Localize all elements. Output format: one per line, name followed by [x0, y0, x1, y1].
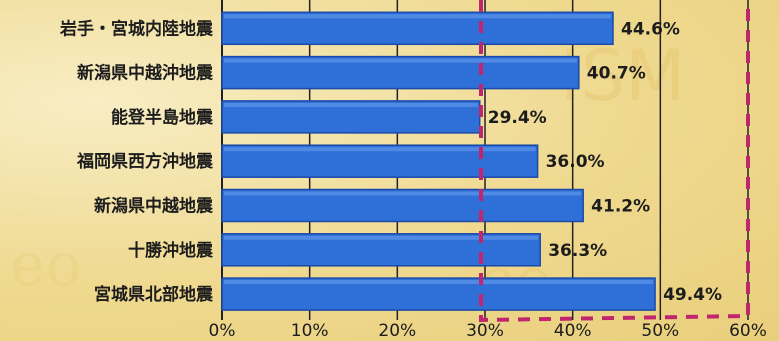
x-tick-label: 0%: [209, 321, 236, 341]
data-label: 36.0%: [546, 152, 605, 172]
highlight-frame: [479, 0, 750, 323]
category-label: 福岡県西方沖地震: [76, 151, 214, 172]
x-tick-label: 50%: [641, 321, 679, 341]
category-label: 十勝沖地震: [128, 240, 214, 261]
data-label: 36.3%: [548, 241, 607, 261]
svg-text:ISM: ISM: [560, 35, 685, 117]
x-tick-label: 10%: [291, 321, 329, 341]
data-label: 44.6%: [621, 19, 680, 39]
category-label: 岩手・宮城内陸地震: [59, 18, 214, 39]
bar-highlight: [224, 58, 577, 63]
data-label: 49.4%: [663, 285, 722, 305]
svg-text:eo: eo: [10, 230, 82, 300]
data-label: 41.2%: [591, 197, 650, 217]
bar-highlight: [224, 235, 539, 240]
category-label: 能登半島地震: [111, 107, 214, 128]
bar-highlight: [224, 102, 478, 107]
category-label: 新潟県中越地震: [94, 196, 214, 217]
data-label: 40.7%: [587, 64, 646, 84]
bar-highlight: [224, 14, 611, 19]
data-label: 29.4%: [488, 108, 547, 128]
bar-highlight: [224, 191, 582, 196]
x-tick-label: 60%: [729, 321, 767, 341]
bar-highlight: [224, 280, 654, 285]
x-tick-label: 30%: [466, 321, 504, 341]
x-tick-label: 40%: [554, 321, 592, 341]
category-label: 宮城県北部地震: [94, 284, 214, 305]
bar-highlight: [224, 147, 536, 152]
x-tick-label: 20%: [378, 321, 416, 341]
category-label: 新潟県中越沖地震: [77, 63, 214, 84]
